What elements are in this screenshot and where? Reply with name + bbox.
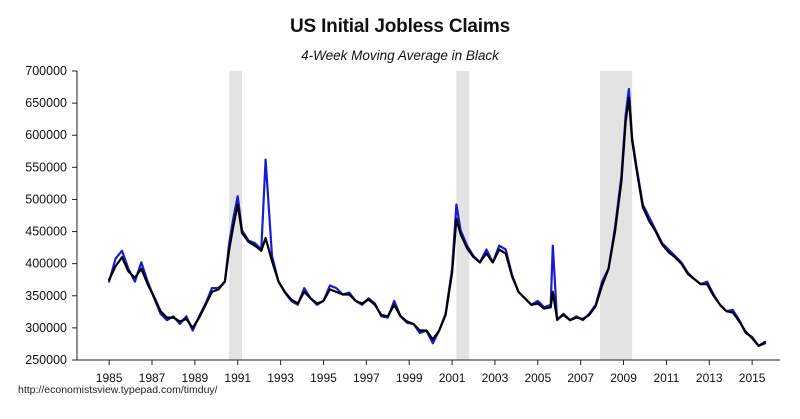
y-tick-label-650000: 650000 bbox=[25, 96, 67, 110]
recession-band-2 bbox=[456, 71, 470, 360]
x-tick-label-1993: 1993 bbox=[267, 371, 294, 385]
y-tick-label-300000: 300000 bbox=[25, 321, 67, 335]
y-tick-label-550000: 550000 bbox=[25, 160, 67, 174]
source-url[interactable]: http://economistsview.typepad.com/timduy… bbox=[18, 384, 218, 396]
y-tick-label-600000: 600000 bbox=[25, 128, 67, 142]
chart-subtitle: 4-Week Moving Average in Black bbox=[301, 48, 499, 63]
moving-average-line bbox=[107, 96, 767, 347]
x-tick-label-1995: 1995 bbox=[310, 371, 337, 385]
y-tick-label-350000: 350000 bbox=[25, 289, 67, 303]
y-tick-label-450000: 450000 bbox=[25, 225, 67, 239]
chart-title: US Initial Jobless Claims bbox=[290, 16, 510, 37]
y-tick-label-250000: 250000 bbox=[25, 353, 67, 367]
weekly-claims-line bbox=[107, 87, 767, 347]
x-tick-label-2015: 2015 bbox=[739, 371, 766, 385]
y-tick-label-400000: 400000 bbox=[25, 257, 67, 271]
x-tick-label-1987: 1987 bbox=[139, 371, 166, 385]
x-tick-label-2011: 2011 bbox=[653, 371, 679, 385]
x-tick-label-1985: 1985 bbox=[96, 371, 123, 385]
x-tick-label-2003: 2003 bbox=[482, 371, 509, 385]
x-tick-label-2009: 2009 bbox=[610, 371, 637, 385]
x-tick-label-1999: 1999 bbox=[396, 371, 423, 385]
y-tick-label-700000: 700000 bbox=[25, 64, 67, 78]
y-tick-label-500000: 500000 bbox=[25, 192, 67, 206]
x-tick-label-1997: 1997 bbox=[353, 371, 380, 385]
x-tick-label-2013: 2013 bbox=[696, 371, 723, 385]
x-tick-label-2007: 2007 bbox=[567, 371, 594, 385]
x-tick-label-2001: 2001 bbox=[439, 371, 466, 385]
x-tick-label-2005: 2005 bbox=[524, 371, 551, 385]
x-tick-label-1991: 1991 bbox=[224, 371, 251, 385]
x-tick-label-1989: 1989 bbox=[182, 371, 209, 385]
